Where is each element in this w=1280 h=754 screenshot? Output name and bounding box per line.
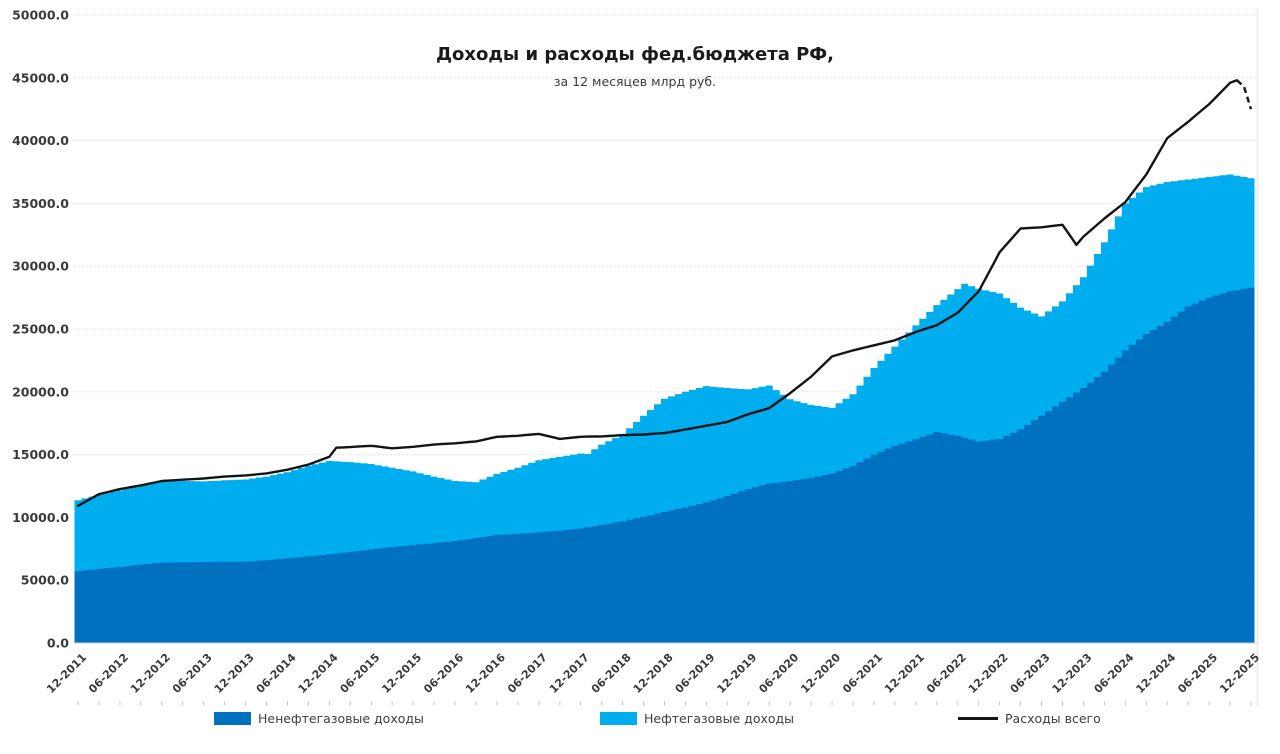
y-tick-label: 30000.0 xyxy=(12,259,69,274)
non-oilgas-revenues-label: Ненефтегазовые доходы xyxy=(258,710,424,726)
budget-chart-canvas: 0.0 5000.0 10000.0 15000.0 20000.0 25000.0 300… xyxy=(12,8,1262,706)
chart-subtitle: за 12 месяцев млрд руб. xyxy=(553,74,717,89)
x-tick-label: 12-2025 xyxy=(1217,651,1262,696)
x-tick-label: 06-2023 xyxy=(1008,651,1053,696)
x-tick-label: 12-2018 xyxy=(631,651,676,696)
x-tick-label: 06-2012 xyxy=(86,651,131,696)
x-tick-label: 06-2017 xyxy=(505,651,550,696)
oilgas-revenues-label: Нефтегазовые доходы xyxy=(644,710,795,726)
x-axis-labels: 12-201106-201212-201206-201312-201306-20… xyxy=(44,651,1262,696)
x-tick-label: 12-2011 xyxy=(44,651,89,696)
total-expenditures-line-swatch xyxy=(958,716,998,720)
non-oilgas-revenues-area xyxy=(74,287,1255,643)
x-tick-label: 12-2012 xyxy=(128,651,173,696)
x-tick-label: 12-2019 xyxy=(715,651,760,696)
x-tick-label: 06-2021 xyxy=(840,651,885,696)
y-tick-label: 10000.0 xyxy=(12,510,69,525)
y-tick-label: 20000.0 xyxy=(12,384,69,399)
y-tick-label: 35000.0 xyxy=(12,196,69,211)
y-tick-label: 5000.0 xyxy=(21,573,70,588)
x-tick-label: 12-2016 xyxy=(463,651,508,696)
y-tick-label: 15000.0 xyxy=(12,447,69,462)
y-tick-label: 25000.0 xyxy=(12,322,69,337)
total-expenditures-line-dashed-end xyxy=(1236,79,1253,110)
y-axis-labels: 0.0 5000.0 10000.0 15000.0 20000.0 25000.0 300… xyxy=(12,8,69,651)
y-tick-label: 40000.0 xyxy=(12,133,69,148)
x-tick-label: 12-2017 xyxy=(547,651,592,696)
legend-item-oilgas-revenues: Нефтегазовые доходы xyxy=(600,708,794,728)
oilgas-revenues-swatch xyxy=(600,711,637,725)
minor-tick-marks xyxy=(77,701,1252,706)
x-tick-label: 06-2015 xyxy=(338,651,383,696)
x-tick-label: 06-2014 xyxy=(254,651,299,696)
legend-item-non-oilgas-revenues: Ненефтегазовые доходы xyxy=(214,708,424,728)
x-tick-label: 06-2013 xyxy=(170,651,215,696)
total-expenditures-line xyxy=(76,79,1239,507)
non-oilgas-revenues-swatch xyxy=(214,711,251,725)
x-tick-label: 12-2013 xyxy=(212,651,257,696)
x-tick-label: 12-2015 xyxy=(379,651,424,696)
y-tick-label: 50000.0 xyxy=(12,8,69,23)
legend-item-total-expenditures: Расходы всего xyxy=(958,708,1101,728)
total-expenditures-label: Расходы всего xyxy=(1005,710,1101,726)
x-tick-label: 06-2019 xyxy=(673,651,718,696)
chart-title: Доходы и расходы фед.бюджета РФ, xyxy=(436,44,834,65)
x-tick-label: 12-2020 xyxy=(798,651,843,696)
x-tick-label: 12-2024 xyxy=(1133,651,1178,696)
x-tick-label: 12-2023 xyxy=(1050,651,1095,696)
chart-legend: Ненефтегазовые доходы Нефтегазовые доход… xyxy=(0,708,1280,738)
x-tick-label: 06-2018 xyxy=(589,651,634,696)
x-tick-label: 12-2014 xyxy=(296,651,341,696)
x-tick-label: 06-2025 xyxy=(1175,651,1220,696)
y-tick-label: 45000.0 xyxy=(12,70,69,85)
x-tick-label: 06-2016 xyxy=(421,651,466,696)
y-tick-label: 0.0 xyxy=(47,636,69,651)
x-tick-label: 06-2022 xyxy=(924,651,969,696)
x-tick-label: 06-2020 xyxy=(756,651,801,696)
x-tick-label: 06-2024 xyxy=(1092,651,1137,696)
x-tick-label: 12-2022 xyxy=(966,651,1011,696)
x-tick-label: 12-2021 xyxy=(882,651,927,696)
